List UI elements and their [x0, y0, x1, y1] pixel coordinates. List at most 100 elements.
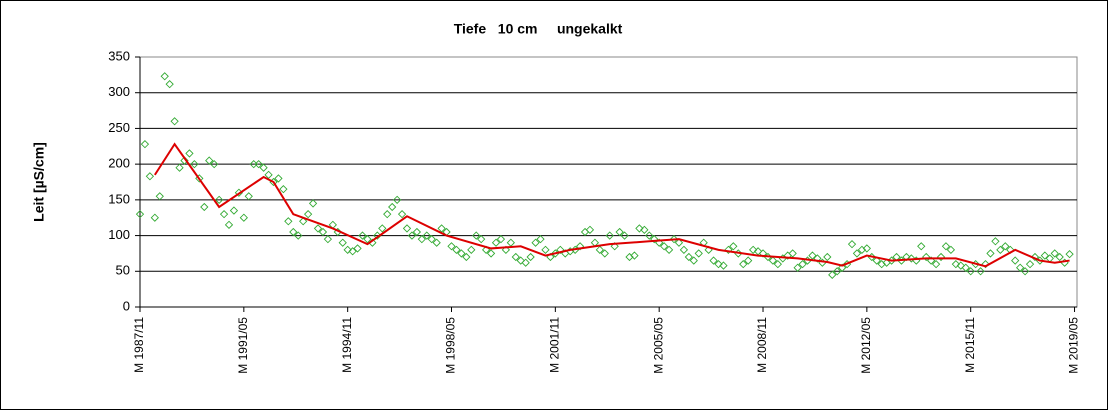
point — [630, 251, 639, 260]
point — [1011, 256, 1020, 265]
point — [828, 270, 837, 279]
point — [140, 140, 150, 149]
point — [205, 156, 214, 165]
point — [397, 210, 407, 219]
point — [645, 231, 654, 240]
point — [981, 260, 990, 269]
point — [427, 235, 436, 244]
point — [689, 256, 698, 265]
point — [496, 235, 506, 244]
x-tick-label: M 1991/05 — [236, 317, 250, 374]
point — [966, 267, 975, 276]
point — [976, 267, 985, 276]
point — [135, 210, 145, 219]
point — [299, 217, 308, 226]
point — [229, 206, 239, 215]
point — [961, 263, 970, 272]
point — [684, 252, 693, 262]
point — [254, 160, 263, 169]
point — [600, 249, 609, 258]
point — [650, 235, 659, 244]
point — [378, 224, 387, 233]
x-tick-label: M 2015/11 — [963, 317, 977, 373]
point — [516, 256, 525, 265]
point — [1020, 267, 1030, 276]
point — [793, 263, 802, 272]
point — [541, 245, 550, 254]
point — [664, 245, 674, 254]
point — [620, 231, 629, 240]
point — [457, 249, 466, 258]
point — [986, 249, 995, 258]
x-tick-label: M 2001/11 — [548, 317, 562, 373]
point — [951, 260, 960, 269]
point — [323, 235, 333, 244]
point — [447, 242, 456, 251]
point — [640, 225, 649, 234]
point — [318, 227, 328, 237]
point — [788, 249, 797, 258]
point — [679, 245, 689, 254]
y-tick-label: 300 — [108, 84, 130, 99]
point — [219, 210, 229, 219]
point — [694, 249, 703, 258]
y-tick-label: 0 — [123, 298, 130, 313]
point — [185, 149, 194, 158]
point — [575, 242, 585, 251]
point — [833, 267, 842, 276]
point — [358, 231, 367, 240]
point — [244, 192, 253, 201]
point — [180, 156, 189, 165]
x-tick-label: M 2019/05 — [1067, 317, 1081, 374]
point — [847, 240, 857, 249]
point — [239, 213, 248, 222]
point — [936, 252, 946, 262]
point — [477, 235, 486, 244]
trend-line — [153, 142, 1070, 268]
x-tick-label: M 2008/11 — [755, 317, 769, 373]
point — [383, 210, 392, 219]
point — [595, 245, 604, 254]
x-tick-label: M 2005/05 — [651, 317, 665, 374]
point — [1001, 242, 1010, 251]
point — [284, 217, 293, 226]
point — [813, 254, 822, 263]
point — [308, 199, 318, 208]
y-tick-label: 100 — [108, 227, 130, 242]
y-tick-label: 250 — [108, 120, 130, 135]
point — [343, 245, 352, 254]
point — [501, 245, 511, 254]
point — [521, 258, 530, 267]
point — [388, 202, 397, 212]
point — [289, 227, 298, 237]
point — [279, 185, 288, 194]
point — [674, 238, 684, 247]
point — [224, 220, 234, 229]
point — [615, 227, 624, 237]
y-axis-label: Leit [µS/cm] — [31, 142, 47, 222]
y-tick-label: 200 — [108, 156, 130, 171]
point — [1040, 251, 1049, 260]
point — [200, 202, 209, 212]
point — [669, 235, 679, 244]
y-tick-label: 50 — [116, 263, 130, 278]
point — [313, 224, 323, 233]
point — [556, 245, 565, 254]
point — [214, 195, 224, 204]
point — [709, 256, 718, 265]
point — [353, 244, 362, 253]
point — [748, 245, 758, 254]
point — [264, 170, 273, 179]
point — [1065, 250, 1074, 259]
point — [259, 163, 268, 172]
point — [294, 231, 303, 240]
point — [145, 172, 155, 181]
point — [996, 245, 1005, 254]
point — [175, 163, 184, 172]
point — [303, 210, 313, 219]
point — [719, 261, 728, 270]
point — [862, 244, 871, 253]
x-tick-label: M 1987/11 — [132, 317, 146, 373]
